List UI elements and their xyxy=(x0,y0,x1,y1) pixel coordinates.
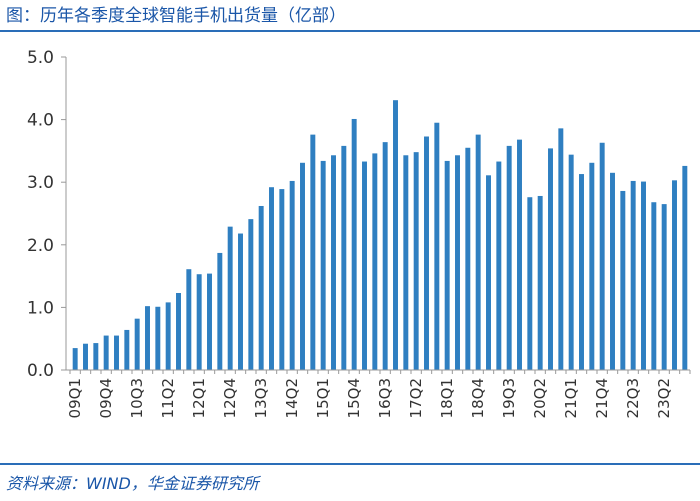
bar-09Q1 xyxy=(72,348,78,370)
bar-22Q4 xyxy=(641,181,646,370)
bar-19Q2 xyxy=(496,161,502,370)
bar-13Q3 xyxy=(258,205,264,370)
bar-18Q3 xyxy=(465,147,471,370)
bar-10Q2 xyxy=(124,329,130,370)
x-tick-label: 19Q3 xyxy=(500,378,518,418)
bar-23Q2 xyxy=(661,204,667,370)
bar-22Q3 xyxy=(630,180,636,370)
bar-12Q1 xyxy=(196,274,202,370)
bar-11Q1 xyxy=(155,306,161,370)
x-tick-label: 23Q2 xyxy=(655,378,673,418)
bar-22Q2 xyxy=(620,190,626,370)
bar-15Q3 xyxy=(341,145,347,370)
bar-18Q4 xyxy=(475,134,481,370)
bar-20Q4 xyxy=(558,128,564,370)
bar-19Q4 xyxy=(517,139,522,370)
bar-21Q2 xyxy=(579,174,584,370)
bar-19Q1 xyxy=(486,175,491,370)
bar-16Q4 xyxy=(393,100,398,370)
x-tick-label: 18Q1 xyxy=(438,378,456,418)
x-tick-label: 21Q4 xyxy=(593,378,611,418)
y-tick-label: 3.0 xyxy=(27,173,54,193)
bar-23Q3 xyxy=(672,180,677,370)
bar-11Q3 xyxy=(176,293,181,370)
bottom-rule xyxy=(0,463,700,465)
bar-10Q1 xyxy=(114,335,119,370)
bar-13Q4 xyxy=(269,187,274,370)
bar-16Q2 xyxy=(372,153,378,370)
x-tick-label: 09Q1 xyxy=(66,378,84,418)
bar-11Q4 xyxy=(186,269,192,370)
bar-11Q2 xyxy=(165,302,171,370)
bar-20Q1 xyxy=(527,197,533,370)
bar-22Q1 xyxy=(610,172,615,370)
y-tick-label: 5.0 xyxy=(27,48,54,68)
bar-09Q4 xyxy=(103,335,109,370)
bar-14Q3 xyxy=(300,162,305,370)
bar-12Q4 xyxy=(227,226,233,370)
x-tick-label: 12Q4 xyxy=(221,378,239,418)
x-tick-label: 15Q4 xyxy=(345,378,363,418)
bar-14Q1 xyxy=(279,189,285,370)
y-tick-label: 0.0 xyxy=(27,361,54,381)
bar-12Q3 xyxy=(217,252,223,370)
bar-15Q4 xyxy=(351,118,357,370)
bar-21Q3 xyxy=(589,162,595,370)
bar-20Q3 xyxy=(548,148,553,370)
bar-17Q1 xyxy=(403,155,409,370)
x-tick-label: 21Q1 xyxy=(562,378,580,418)
bar-19Q3 xyxy=(506,145,512,370)
x-tick-label: 16Q3 xyxy=(376,378,394,418)
bar-10Q4 xyxy=(145,306,150,370)
x-axis: 09Q1 09Q4 10Q3 11Q2 12Q1 12Q4 13Q3 14Q2 15Q1 15Q4… xyxy=(66,369,691,418)
bar-18Q2 xyxy=(455,155,460,370)
x-tick-label: 12Q1 xyxy=(190,378,208,418)
x-tick-label: 11Q2 xyxy=(159,378,177,418)
bar-16Q1 xyxy=(362,161,367,370)
bar-10Q3 xyxy=(134,318,140,370)
bar-15Q1 xyxy=(320,160,326,370)
bar-15Q2 xyxy=(331,155,336,370)
x-tick-label: 17Q2 xyxy=(407,378,425,418)
x-tick-label: 14Q2 xyxy=(283,378,301,418)
bar-13Q1 xyxy=(238,233,243,370)
bar-13Q2 xyxy=(248,219,254,370)
bar-17Q2 xyxy=(413,152,419,370)
x-tick-label: 09Q4 xyxy=(97,378,115,418)
bar-16Q3 xyxy=(382,142,388,370)
source-note: 资料来源：WIND，华金证券研究所 xyxy=(6,474,259,493)
bar-09Q2 xyxy=(83,343,88,370)
bar-20Q2 xyxy=(537,195,543,370)
bar-17Q3 xyxy=(424,136,429,370)
x-tick-label: 10Q3 xyxy=(128,378,146,418)
bar-21Q4 xyxy=(599,142,605,370)
bar-23Q4 xyxy=(682,165,688,370)
bar-14Q2 xyxy=(289,180,295,370)
x-tick-label: 22Q3 xyxy=(624,378,642,418)
bar-09Q3 xyxy=(93,343,99,370)
bar-12Q2 xyxy=(207,273,212,370)
x-tick-label: 18Q4 xyxy=(469,378,487,418)
x-tick-label: 20Q2 xyxy=(531,378,549,418)
x-tick-label: 13Q3 xyxy=(252,378,270,418)
chart-title: 图：历年各季度全球智能手机出货量（亿部） xyxy=(6,6,346,26)
bars xyxy=(72,100,688,370)
y-tick-label: 1.0 xyxy=(27,298,54,318)
bar-23Q1 xyxy=(651,202,657,370)
y-tick-label: 2.0 xyxy=(27,236,54,256)
bar-21Q1 xyxy=(568,154,574,370)
bar-chart: 0.0 1.0 2.0 3.0 4.0 5.0 09Q1 09Q4 10Q3 11Q2 12Q1 1… xyxy=(27,48,691,418)
x-tick-label: 15Q1 xyxy=(314,378,332,418)
bar-17Q4 xyxy=(434,122,440,370)
top-rule xyxy=(0,30,700,32)
y-tick-label: 4.0 xyxy=(27,111,54,131)
bar-18Q1 xyxy=(444,160,450,370)
bar-14Q4 xyxy=(310,134,316,370)
y-axis: 0.0 1.0 2.0 3.0 4.0 5.0 xyxy=(27,48,67,381)
